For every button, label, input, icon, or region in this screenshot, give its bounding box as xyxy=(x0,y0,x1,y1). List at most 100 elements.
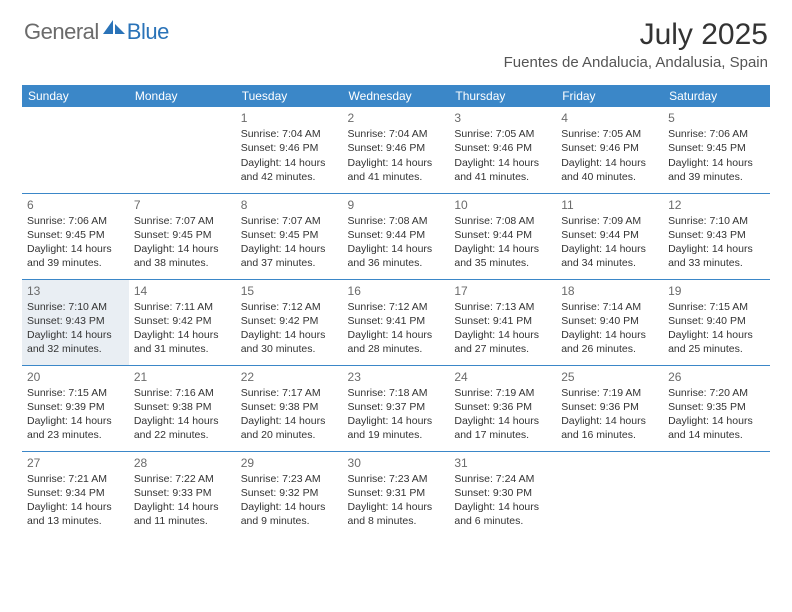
day-text-line: Daylight: 14 hours xyxy=(241,500,338,514)
day-text-line: and 19 minutes. xyxy=(348,428,445,442)
calendar-cell: 25Sunrise: 7:19 AMSunset: 9:36 PMDayligh… xyxy=(556,365,663,451)
day-text-line: Sunset: 9:32 PM xyxy=(241,486,338,500)
day-text-line: Daylight: 14 hours xyxy=(134,328,231,342)
calendar-table: SundayMondayTuesdayWednesdayThursdayFrid… xyxy=(22,85,770,537)
day-text-line: and 39 minutes. xyxy=(668,170,765,184)
day-text-line: Daylight: 14 hours xyxy=(27,414,124,428)
day-text-line: Sunrise: 7:19 AM xyxy=(454,386,551,400)
day-text-line: Sunset: 9:42 PM xyxy=(241,314,338,328)
day-text-line: Daylight: 14 hours xyxy=(27,500,124,514)
day-text-line: Daylight: 14 hours xyxy=(27,328,124,342)
day-text-line: Daylight: 14 hours xyxy=(241,242,338,256)
day-text-line: and 31 minutes. xyxy=(134,342,231,356)
calendar-cell: 14Sunrise: 7:11 AMSunset: 9:42 PMDayligh… xyxy=(129,279,236,365)
day-text-line: and 11 minutes. xyxy=(134,514,231,528)
day-text-line: Daylight: 14 hours xyxy=(348,242,445,256)
calendar-cell xyxy=(556,451,663,537)
day-text-line: Daylight: 14 hours xyxy=(668,414,765,428)
day-text-line: Sunrise: 7:10 AM xyxy=(668,214,765,228)
day-text-line: and 26 minutes. xyxy=(561,342,658,356)
day-text-line: Sunrise: 7:10 AM xyxy=(27,300,124,314)
day-text-line: Daylight: 14 hours xyxy=(241,328,338,342)
day-text-line: Sunset: 9:39 PM xyxy=(27,400,124,414)
day-number: 4 xyxy=(561,110,658,126)
day-text-line: Sunset: 9:41 PM xyxy=(454,314,551,328)
day-text-line: Daylight: 14 hours xyxy=(134,414,231,428)
day-text-line: Sunset: 9:40 PM xyxy=(561,314,658,328)
day-number: 24 xyxy=(454,369,551,385)
day-text-line: and 28 minutes. xyxy=(348,342,445,356)
day-text-line: Sunset: 9:43 PM xyxy=(668,228,765,242)
calendar-cell: 11Sunrise: 7:09 AMSunset: 9:44 PMDayligh… xyxy=(556,193,663,279)
day-text-line: Sunrise: 7:07 AM xyxy=(134,214,231,228)
day-text-line: Sunset: 9:46 PM xyxy=(348,141,445,155)
day-number: 10 xyxy=(454,197,551,213)
day-text-line: Sunrise: 7:08 AM xyxy=(348,214,445,228)
day-number: 15 xyxy=(241,283,338,299)
calendar-cell: 26Sunrise: 7:20 AMSunset: 9:35 PMDayligh… xyxy=(663,365,770,451)
calendar-cell: 17Sunrise: 7:13 AMSunset: 9:41 PMDayligh… xyxy=(449,279,556,365)
day-number: 31 xyxy=(454,455,551,471)
calendar-cell: 2Sunrise: 7:04 AMSunset: 9:46 PMDaylight… xyxy=(343,107,450,193)
day-text-line: Sunset: 9:41 PM xyxy=(348,314,445,328)
day-text-line: and 41 minutes. xyxy=(454,170,551,184)
day-number: 19 xyxy=(668,283,765,299)
day-number: 14 xyxy=(134,283,231,299)
calendar-cell: 9Sunrise: 7:08 AMSunset: 9:44 PMDaylight… xyxy=(343,193,450,279)
title-block: July 2025 Fuentes de Andalucia, Andalusi… xyxy=(504,18,768,71)
day-text-line: and 30 minutes. xyxy=(241,342,338,356)
day-text-line: and 35 minutes. xyxy=(454,256,551,270)
day-text-line: Daylight: 14 hours xyxy=(348,414,445,428)
day-text-line: Daylight: 14 hours xyxy=(241,156,338,170)
calendar-cell: 23Sunrise: 7:18 AMSunset: 9:37 PMDayligh… xyxy=(343,365,450,451)
day-text-line: Daylight: 14 hours xyxy=(454,328,551,342)
day-number: 12 xyxy=(668,197,765,213)
day-text-line: Sunset: 9:44 PM xyxy=(561,228,658,242)
day-text-line: Sunrise: 7:22 AM xyxy=(134,472,231,486)
day-text-line: Sunset: 9:45 PM xyxy=(134,228,231,242)
day-text-line: and 38 minutes. xyxy=(134,256,231,270)
calendar-week: 27Sunrise: 7:21 AMSunset: 9:34 PMDayligh… xyxy=(22,451,770,537)
day-number: 30 xyxy=(348,455,445,471)
calendar-cell: 7Sunrise: 7:07 AMSunset: 9:45 PMDaylight… xyxy=(129,193,236,279)
header: General Blue July 2025 Fuentes de Andalu… xyxy=(0,0,792,79)
calendar-cell: 10Sunrise: 7:08 AMSunset: 9:44 PMDayligh… xyxy=(449,193,556,279)
calendar-cell xyxy=(129,107,236,193)
day-text-line: Daylight: 14 hours xyxy=(668,328,765,342)
day-text-line: Sunset: 9:46 PM xyxy=(561,141,658,155)
day-text-line: Sunset: 9:33 PM xyxy=(134,486,231,500)
day-text-line: and 9 minutes. xyxy=(241,514,338,528)
day-text-line: Sunrise: 7:19 AM xyxy=(561,386,658,400)
calendar-cell: 21Sunrise: 7:16 AMSunset: 9:38 PMDayligh… xyxy=(129,365,236,451)
day-text-line: Sunrise: 7:16 AM xyxy=(134,386,231,400)
day-number: 20 xyxy=(27,369,124,385)
day-number: 25 xyxy=(561,369,658,385)
day-number: 27 xyxy=(27,455,124,471)
day-text-line: and 14 minutes. xyxy=(668,428,765,442)
day-number: 8 xyxy=(241,197,338,213)
day-number: 23 xyxy=(348,369,445,385)
calendar-cell: 4Sunrise: 7:05 AMSunset: 9:46 PMDaylight… xyxy=(556,107,663,193)
day-text-line: Sunset: 9:46 PM xyxy=(241,141,338,155)
day-text-line: and 6 minutes. xyxy=(454,514,551,528)
day-text-line: and 25 minutes. xyxy=(668,342,765,356)
day-text-line: and 17 minutes. xyxy=(454,428,551,442)
day-text-line: and 41 minutes. xyxy=(348,170,445,184)
day-header: Monday xyxy=(129,85,236,107)
calendar-cell: 16Sunrise: 7:12 AMSunset: 9:41 PMDayligh… xyxy=(343,279,450,365)
calendar-week: 6Sunrise: 7:06 AMSunset: 9:45 PMDaylight… xyxy=(22,193,770,279)
day-text-line: and 27 minutes. xyxy=(454,342,551,356)
day-text-line: Daylight: 14 hours xyxy=(134,500,231,514)
day-text-line: Sunrise: 7:15 AM xyxy=(27,386,124,400)
day-text-line: Daylight: 14 hours xyxy=(348,328,445,342)
day-text-line: Sunset: 9:43 PM xyxy=(27,314,124,328)
calendar-cell: 13Sunrise: 7:10 AMSunset: 9:43 PMDayligh… xyxy=(22,279,129,365)
day-text-line: Sunrise: 7:05 AM xyxy=(454,127,551,141)
day-number: 22 xyxy=(241,369,338,385)
logo-text-blue: Blue xyxy=(127,19,169,45)
day-text-line: and 39 minutes. xyxy=(27,256,124,270)
calendar-cell xyxy=(663,451,770,537)
day-number: 11 xyxy=(561,197,658,213)
day-number: 5 xyxy=(668,110,765,126)
calendar-cell: 5Sunrise: 7:06 AMSunset: 9:45 PMDaylight… xyxy=(663,107,770,193)
